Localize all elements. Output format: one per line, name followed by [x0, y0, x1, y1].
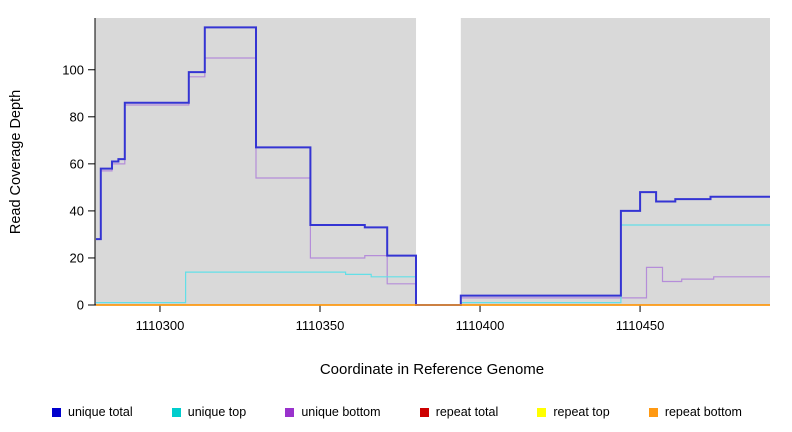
legend-swatch-unique-top [171, 407, 181, 417]
y-tick-label: 60 [70, 156, 84, 171]
legend-label: repeat bottom [664, 405, 742, 419]
legend-swatch-unique-total [52, 407, 61, 417]
legend-swatch-repeat-top [537, 407, 547, 417]
y-tick-label: 80 [70, 109, 84, 124]
legend-swatch-repeat-bottom [648, 407, 658, 417]
x-axis-label: Coordinate in Reference Genome [320, 361, 544, 378]
x-tick-label: 1110450 [616, 318, 665, 333]
series-line-unique-total [96, 26, 770, 306]
x-tick-label: 1110350 [296, 318, 345, 333]
legend-item-unique-bottom: unique bottom [285, 405, 381, 419]
y-tick-label: 0 [77, 298, 84, 313]
legend-label: repeat top [553, 405, 610, 419]
coverage-chart: 0 20 40 60 80 100 1110300 1110350 1110400 1110450… [8, 18, 770, 378]
y-tick-label: 20 [70, 250, 84, 265]
legend-item-unique-top: unique top [171, 405, 247, 419]
legend-label: unique top [187, 405, 247, 419]
no-data-gap [416, 18, 461, 305]
legend-label: unique bottom [301, 405, 381, 419]
legend-swatch-repeat-total [419, 407, 429, 417]
chart-legend: unique total unique top unique bottom repea… [0, 389, 792, 419]
y-axis-label: Read Coverage Depth [8, 90, 24, 234]
legend-label: repeat total [435, 405, 499, 419]
x-tick-label: 1110300 [136, 318, 185, 333]
legend-label: unique total [68, 405, 133, 419]
legend-item-repeat-bottom: repeat bottom [648, 405, 742, 419]
legend-swatch-unique-bottom [285, 407, 295, 417]
x-tick-label: 1110400 [456, 318, 505, 333]
legend-item-repeat-total: repeat total [419, 405, 499, 419]
legend-item-repeat-top: repeat top [537, 405, 610, 419]
y-tick-label: 40 [70, 203, 84, 218]
legend-item-unique-total: unique total [52, 405, 133, 419]
series-line-unique-top [96, 224, 770, 306]
y-tick-label: 100 [62, 62, 84, 77]
